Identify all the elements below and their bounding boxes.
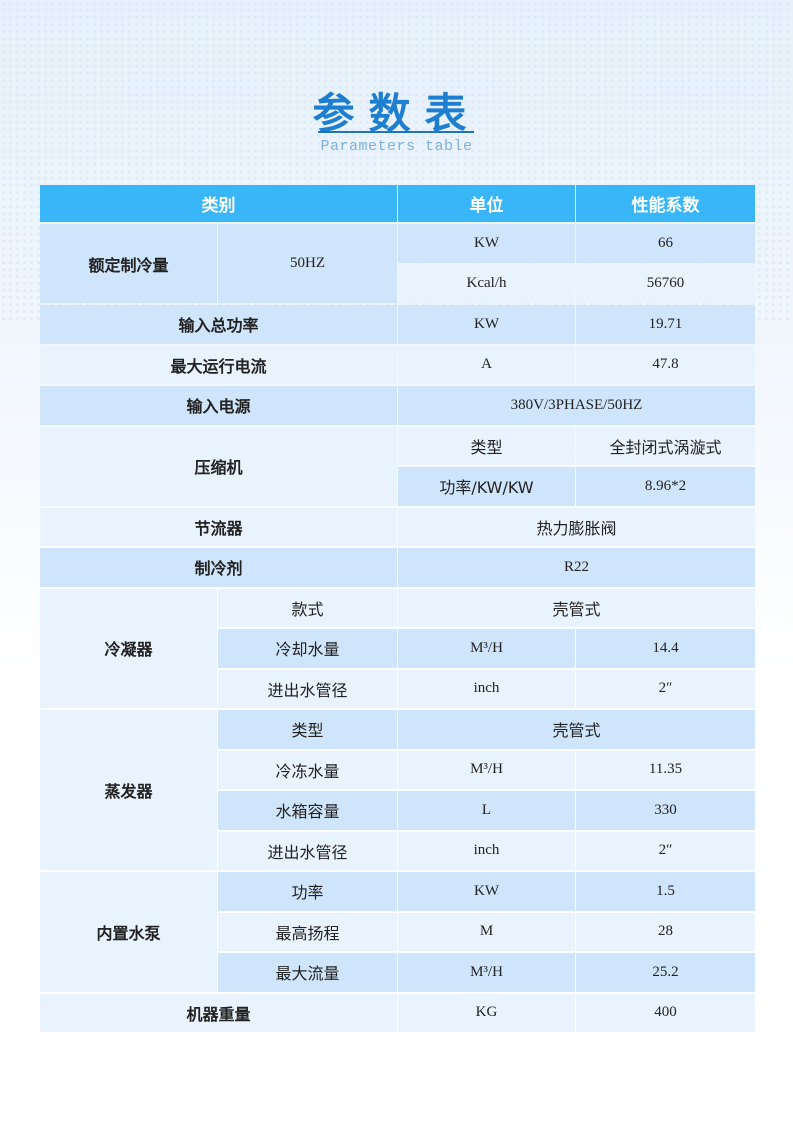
table-row: 额定制冷量 50HZ KW 66 [40,224,755,303]
table-row: Kcal/h 56760 [40,264,755,303]
table-row: 制冷剂 R22 [40,548,755,587]
sub-label: 功率/KW/KW [398,467,575,506]
sub-label: 功率 [218,872,397,911]
value-cell: 2″ [576,831,755,870]
value-cell: 25.2 [576,953,755,992]
sub-label: 最高扬程 [218,912,397,951]
table-row: 水箱容量 L 330 [40,791,755,830]
value-cell: 壳管式 [398,588,755,627]
sub-label: 进出水管径 [218,669,397,708]
row-label: 最大运行电流 [40,345,397,384]
title-divider [318,131,474,133]
unit-cell: inch [398,669,575,708]
table-row: 冷凝器 款式 壳管式 [40,588,755,708]
sub-label: 冷冻水量 [218,750,397,789]
row-label: 输入电源 [40,386,397,425]
value-cell: 19.71 [576,305,755,344]
table-row: 内置水泵 功率 KW 1.5 [40,872,755,992]
row-label: 冷凝器 [40,588,217,708]
table-header: 类别 单位 性能系数 [40,185,755,222]
unit-cell: M [398,912,575,951]
value-cell: 11.35 [576,750,755,789]
value-cell: 28 [576,912,755,951]
table-row: 最大流量 M³/H 25.2 [40,953,755,992]
value-cell: 热力膨胀阀 [398,507,755,546]
unit-cell: KW [398,224,575,263]
row-label: 输入总功率 [40,305,397,344]
row-label: 节流器 [40,507,397,546]
parameters-table: 类别 单位 性能系数 额定制冷量 50HZ KW 66 Kcal/h 56760… [39,183,756,1034]
value-cell: 66 [576,224,755,263]
sub-label: 最大流量 [218,953,397,992]
unit-cell: Kcal/h [398,264,575,303]
sub-label: 款式 [218,588,397,627]
unit-cell: M³/H [398,750,575,789]
table-row: 进出水管径 inch 2″ [40,831,755,870]
table-row: 最高扬程 M 28 [40,912,755,951]
page-subtitle: Parameters table [320,138,473,155]
row-label: 制冷剂 [40,548,397,587]
value-cell: 47.8 [576,345,755,384]
row-sublabel: 50HZ [218,224,397,303]
page-title: 参数表 [312,89,481,138]
value-cell: 380V/3PHASE/50HZ [398,386,755,425]
table-row: 功率/KW/KW 8.96*2 [40,467,755,506]
unit-cell: KW [398,305,575,344]
table-row: 压缩机 类型 全封闭式涡漩式 [40,426,755,506]
value-cell: 壳管式 [398,710,755,749]
table-row: 冷冻水量 M³/H 11.35 [40,750,755,789]
row-label: 内置水泵 [40,872,217,992]
row-label: 额定制冷量 [40,224,217,303]
value-cell: 1.5 [576,872,755,911]
unit-cell: inch [398,831,575,870]
row-label: 机器重量 [40,993,397,1032]
unit-cell: M³/H [398,953,575,992]
value-cell: 2″ [576,669,755,708]
sub-label: 类型 [398,426,575,465]
row-label: 压缩机 [40,426,397,506]
value-cell: 14.4 [576,629,755,668]
sub-label: 冷却水量 [218,629,397,668]
unit-cell: KW [398,872,575,911]
table-row: 冷却水量 M³/H 14.4 [40,629,755,668]
value-cell: 全封闭式涡漩式 [576,426,755,465]
value-cell: 400 [576,993,755,1032]
sub-label: 类型 [218,710,397,749]
unit-cell: M³/H [398,629,575,668]
value-cell: 8.96*2 [576,467,755,506]
sub-label: 水箱容量 [218,791,397,830]
table-row: 输入电源 380V/3PHASE/50HZ [40,386,755,425]
column-header: 单位 [398,185,575,222]
table-row: 进出水管径 inch 2″ [40,669,755,708]
table-row: 节流器 热力膨胀阀 [40,507,755,546]
unit-cell: L [398,791,575,830]
table-row: 输入总功率 KW 19.71 [40,305,755,344]
row-label: 蒸发器 [40,710,217,870]
table-row: 蒸发器 类型 壳管式 [40,710,755,870]
column-header: 类别 [40,185,397,222]
unit-cell: A [398,345,575,384]
table-row: 机器重量 KG 400 [40,993,755,1032]
sub-label: 进出水管径 [218,831,397,870]
value-cell: 56760 [576,264,755,303]
unit-cell: KG [398,993,575,1032]
value-cell: 330 [576,791,755,830]
table-row: 最大运行电流 A 47.8 [40,345,755,384]
column-header: 性能系数 [576,185,755,222]
value-cell: R22 [398,548,755,587]
